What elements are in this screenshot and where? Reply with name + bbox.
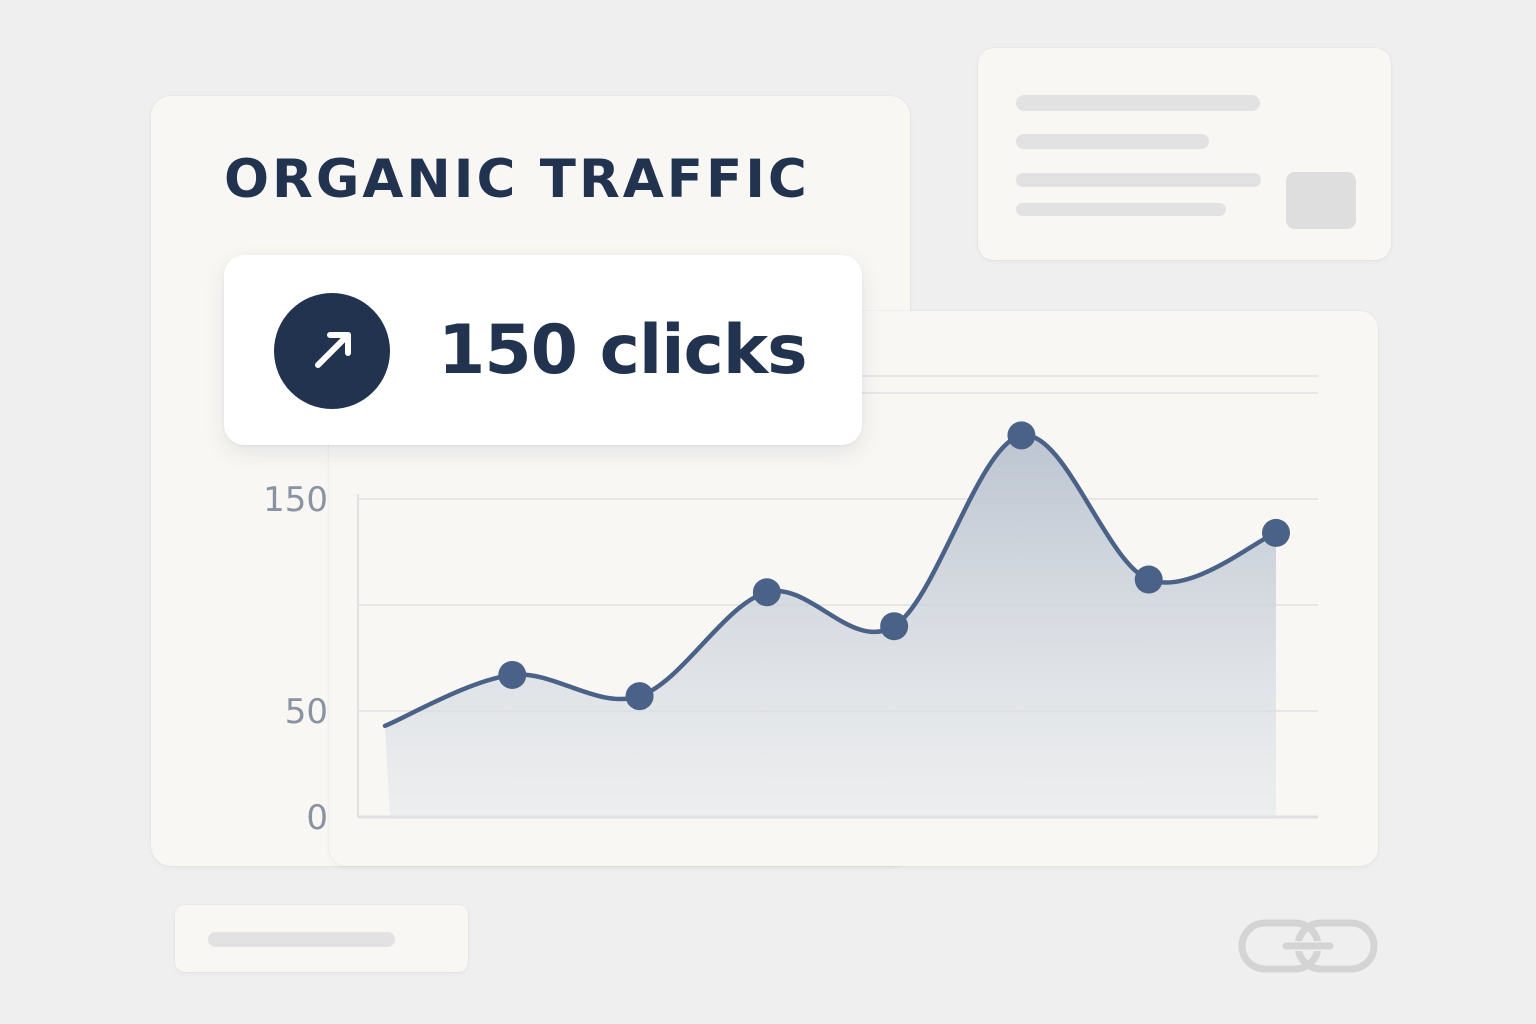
trend-badge xyxy=(274,293,390,409)
thumbnail-placeholder xyxy=(1286,172,1356,229)
y-tick-label: 150 xyxy=(263,480,328,520)
data-point xyxy=(752,578,781,607)
data-points xyxy=(498,421,1290,711)
data-point xyxy=(498,660,527,689)
placeholder-line xyxy=(1016,134,1209,149)
notes-card xyxy=(978,48,1391,260)
footer-card xyxy=(175,905,468,972)
placeholder-line xyxy=(1016,95,1260,111)
area-fill xyxy=(385,435,1276,817)
arrow-up-right-icon xyxy=(315,332,351,368)
kpi-value: 150 clicks xyxy=(438,311,808,390)
data-point xyxy=(1134,565,1163,594)
page-title: ORGANIC TRAFFIC xyxy=(224,149,810,210)
data-point xyxy=(880,612,909,641)
kpi-card: 150 clicks xyxy=(224,255,862,445)
link-icon xyxy=(1238,919,1378,973)
data-point xyxy=(1007,421,1036,450)
placeholder-line xyxy=(208,932,395,947)
data-point xyxy=(1262,518,1290,547)
placeholder-line xyxy=(1016,173,1261,187)
series-line xyxy=(382,433,1279,729)
placeholder-line xyxy=(1016,203,1226,216)
data-point xyxy=(625,682,654,711)
y-tick-label: 0 xyxy=(306,798,328,838)
y-tick-label: 50 xyxy=(285,692,328,732)
